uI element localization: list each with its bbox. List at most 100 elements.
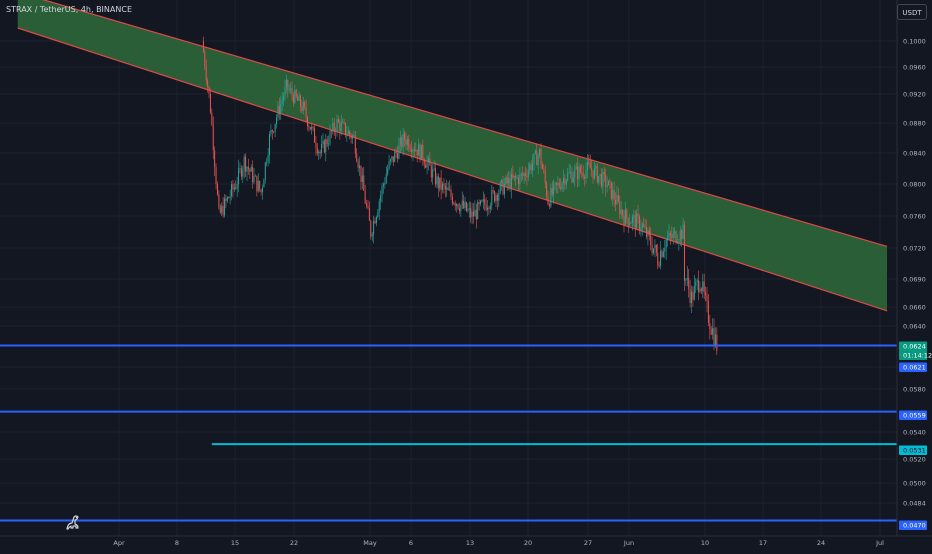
candle-down <box>364 190 366 204</box>
candle-up <box>446 187 448 190</box>
candle-down <box>558 182 560 187</box>
candle-down <box>582 172 584 177</box>
candle-down <box>315 142 317 148</box>
candle-down <box>252 166 254 183</box>
candle-down <box>543 168 545 172</box>
candle-down <box>613 189 615 200</box>
horizontal-levels <box>0 344 897 522</box>
candle-up <box>503 183 505 195</box>
candle-up <box>529 164 531 171</box>
candle-up <box>325 139 327 153</box>
candle-up <box>534 150 536 154</box>
candle-down <box>354 135 356 154</box>
candle-up <box>533 153 535 164</box>
candle-up <box>676 242 678 244</box>
candle-up <box>631 216 633 223</box>
candle-up <box>243 156 245 170</box>
candle-up <box>461 200 463 206</box>
candle-down <box>368 208 370 221</box>
candle-down <box>306 117 308 127</box>
price-badge-bg <box>899 520 927 530</box>
candles <box>202 36 718 355</box>
candle-down <box>430 165 432 178</box>
candle-down <box>485 204 487 210</box>
time-tick-label: 10 <box>701 539 709 547</box>
channel-lower-line <box>17 27 888 312</box>
candle-down <box>644 226 646 228</box>
candle-down <box>584 176 586 179</box>
candle-down <box>273 131 275 133</box>
candle-down <box>429 158 431 166</box>
candle-down <box>370 220 372 237</box>
tradingview-dino-icon[interactable] <box>64 513 84 533</box>
candle-up <box>662 251 664 257</box>
candle-up <box>418 144 420 156</box>
candle-down <box>411 149 413 153</box>
candle-up <box>283 96 285 101</box>
candle-up <box>633 215 635 217</box>
candle-down <box>245 156 247 172</box>
candle-up <box>412 149 414 153</box>
time-tick-label: Jun <box>623 539 634 547</box>
candle-down <box>522 173 524 177</box>
candle-up <box>501 179 503 183</box>
candle-up <box>519 173 521 185</box>
candle-down <box>502 179 504 195</box>
candle-down <box>260 189 262 193</box>
candle-down <box>339 122 341 132</box>
currency-button[interactable]: USDT <box>897 4 927 20</box>
candle-down <box>634 215 636 229</box>
candle-down <box>509 178 511 190</box>
candle-up <box>280 103 282 114</box>
candle-up <box>561 182 563 190</box>
price-badge-label: 0.0624 <box>903 343 926 351</box>
candle-down <box>416 149 418 156</box>
candle-down <box>650 235 652 246</box>
candle-up <box>595 165 597 168</box>
candle-down <box>305 106 307 118</box>
candle-down <box>688 277 690 289</box>
candle-down <box>454 203 456 206</box>
candle-down <box>259 180 261 190</box>
candle-down <box>278 105 280 114</box>
candle-down <box>208 86 210 94</box>
candle-up <box>290 88 292 90</box>
candle-up <box>565 180 567 185</box>
candle-up <box>361 175 363 182</box>
candle-up <box>420 144 422 160</box>
candle-up <box>482 199 484 202</box>
candle-up <box>399 137 401 145</box>
candle-down <box>271 130 273 132</box>
candle-up <box>491 190 493 206</box>
candle-up <box>311 126 313 130</box>
candle-up <box>382 184 384 187</box>
candle-up <box>371 234 373 237</box>
candle-down <box>638 216 640 230</box>
time-tick-label: 17 <box>759 539 767 547</box>
price-tick-label: 0.0690 <box>903 276 926 284</box>
candle-up <box>377 212 379 217</box>
candle-up <box>246 166 248 172</box>
candle-down <box>648 230 650 236</box>
candle-down <box>323 140 325 153</box>
time-tick-label: 20 <box>524 539 532 547</box>
symbol-info[interactable]: STRAX / TetherUS, 4h, BINANCE <box>6 5 132 14</box>
price-axis: 0.1000 0.0960 0.0920 0.0880 0.0840 0.0800 0.07… <box>903 38 926 508</box>
candle-up <box>660 250 662 266</box>
candle-down <box>610 181 612 199</box>
price-badge-bg <box>899 341 927 351</box>
candle-down <box>481 200 483 202</box>
candle-down <box>235 187 237 189</box>
candle-down <box>291 88 293 95</box>
candle-up <box>499 182 501 194</box>
candle-down <box>349 131 351 135</box>
time-tick-label: 15 <box>231 539 239 547</box>
candle-up <box>381 186 383 196</box>
candle-up <box>554 182 556 184</box>
candle-down <box>360 165 362 182</box>
candle-up <box>276 117 278 124</box>
candle-down <box>423 160 425 165</box>
candle-up <box>387 168 389 175</box>
